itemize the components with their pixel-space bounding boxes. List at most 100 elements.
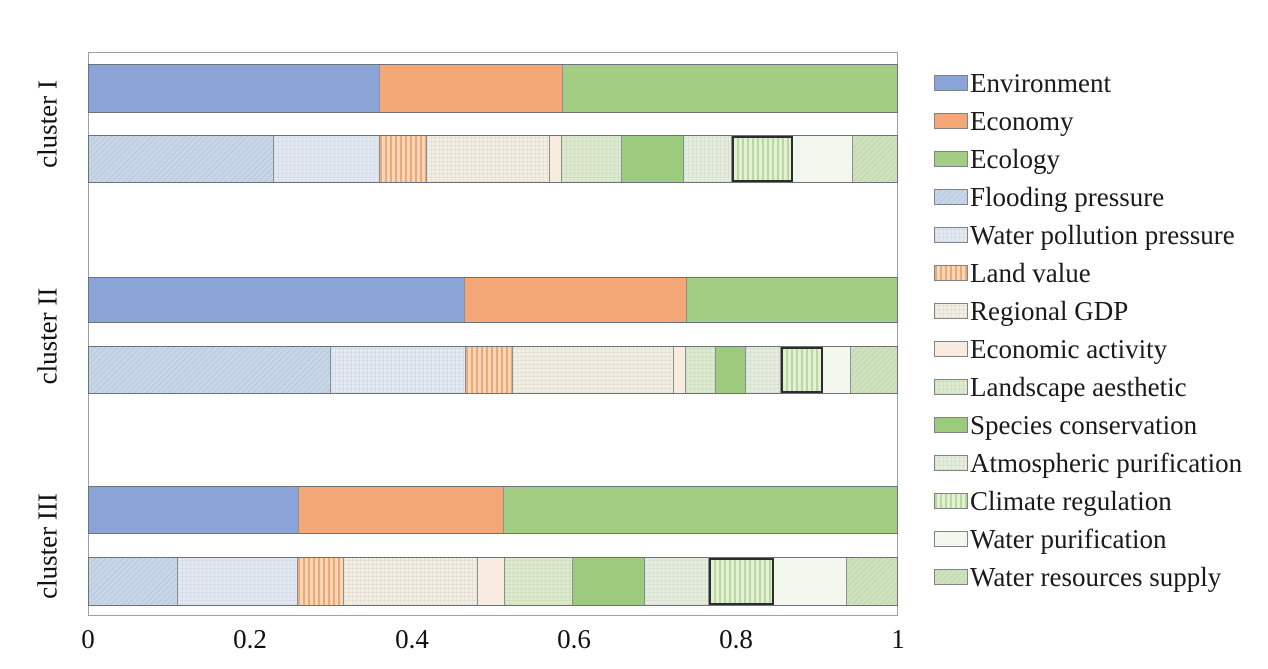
legend-label: Water purification	[970, 523, 1167, 554]
segment-water-purification	[792, 136, 854, 182]
legend-swatch-icon	[934, 341, 968, 357]
segment-water-resources-supply	[853, 136, 897, 182]
legend-item-environment: Environment	[934, 64, 1242, 102]
bar-row-0-dimension	[88, 64, 898, 113]
segment-water-pollution-pressure	[274, 136, 380, 182]
segment-economy	[464, 278, 687, 322]
segment-ecology	[503, 487, 897, 533]
segment-ecology	[686, 278, 897, 322]
segment-water-pollution-pressure	[177, 558, 299, 605]
segment-climate-regulation	[781, 347, 823, 393]
legend-item-species-conservation: Species conservation	[934, 406, 1242, 444]
segment-climate-regulation	[732, 136, 793, 182]
segment-landscape-aesthetic	[505, 558, 573, 605]
segment-regional-gdp	[343, 558, 479, 605]
x-tick-label: 0.2	[233, 624, 267, 654]
bar-row-1-dimension	[88, 277, 898, 323]
segment-ecology	[563, 65, 897, 112]
segment-economic-activity	[673, 347, 687, 393]
legend-swatch-icon	[934, 303, 968, 319]
segment-atmospheric-purification	[644, 558, 709, 605]
legend-swatch-icon	[934, 455, 968, 471]
segment-land-value	[466, 347, 514, 393]
legend-label: Water resources supply	[970, 561, 1222, 592]
legend-label: Water pollution pressure	[970, 219, 1235, 250]
legend-swatch-icon	[934, 379, 968, 395]
plot-area	[88, 52, 898, 616]
legend-label: Flooding pressure	[970, 181, 1165, 212]
segment-economic-activity	[549, 136, 563, 182]
legend-item-landscape-aesthetic: Landscape aesthetic	[934, 368, 1242, 406]
legend-item-water-pollution-pressure: Water pollution pressure	[934, 216, 1242, 254]
legend-swatch-icon	[934, 189, 968, 205]
segment-water-pollution-pressure	[330, 347, 467, 393]
segment-regional-gdp	[426, 136, 550, 182]
legend-swatch-icon	[934, 227, 968, 243]
legend-swatch-icon	[934, 75, 968, 91]
legend-swatch-icon	[934, 265, 968, 281]
legend-swatch-icon	[934, 113, 968, 129]
legend-label: Atmospheric purification	[970, 447, 1243, 478]
segment-water-purification	[822, 347, 851, 393]
segment-species-conservation	[715, 347, 746, 393]
legend-item-climate-regulation: Climate regulation	[934, 482, 1242, 520]
x-tick-label: 0	[81, 624, 95, 654]
bar-row-1-indicator	[88, 346, 898, 394]
segment-climate-regulation	[708, 558, 775, 605]
legend-label: Climate regulation	[970, 485, 1172, 516]
y-axis-label-cluster-2: cluster II	[32, 287, 63, 385]
x-tick-label: 0.8	[719, 624, 753, 654]
legend-item-water-purification: Water purification	[934, 520, 1242, 558]
segment-flooding-pressure	[89, 136, 275, 182]
legend-item-flooding-pressure: Flooding pressure	[934, 178, 1242, 216]
x-tick-label: 0.6	[557, 624, 591, 654]
legend-swatch-icon	[934, 493, 968, 509]
segment-landscape-aesthetic	[686, 347, 716, 393]
y-axis-label-cluster-1: cluster I	[32, 80, 63, 168]
legend-swatch-icon	[934, 417, 968, 433]
x-tick-label: 1	[891, 624, 905, 654]
segment-water-resources-supply	[846, 558, 897, 605]
legend-swatch-icon	[934, 569, 968, 585]
legend-item-water-resources-supply: Water resources supply	[934, 558, 1242, 596]
segment-land-value	[298, 558, 344, 605]
legend-item-regional-gdp: Regional GDP	[934, 292, 1242, 330]
legend-label: Landscape aesthetic	[970, 371, 1187, 402]
legend-swatch-icon	[934, 151, 968, 167]
y-axis-label-cluster-3: cluster III	[32, 493, 63, 599]
segment-water-purification	[774, 558, 847, 605]
segment-land-value	[379, 136, 427, 182]
segment-environment	[89, 487, 300, 533]
legend: Environment Economy Ecology Flooding pressu…	[934, 64, 1242, 596]
segment-economic-activity	[478, 558, 506, 605]
segment-environment	[89, 65, 380, 112]
segment-atmospheric-purification	[745, 347, 782, 393]
legend-label: Economic activity	[970, 333, 1168, 364]
segment-species-conservation	[622, 136, 685, 182]
segment-environment	[89, 278, 465, 322]
legend-label: Environment	[970, 67, 1111, 98]
segment-atmospheric-purification	[684, 136, 733, 182]
bar-row-0-indicator	[88, 135, 898, 183]
segment-water-resources-supply	[850, 347, 897, 393]
x-tick-label: 0.4	[395, 624, 429, 654]
legend-item-economy: Economy	[934, 102, 1242, 140]
legend-item-atmospheric-purification: Atmospheric purification	[934, 444, 1242, 482]
legend-item-ecology: Ecology	[934, 140, 1242, 178]
segment-species-conservation	[572, 558, 645, 605]
legend-label: Species conservation	[970, 409, 1198, 440]
legend-label: Land value	[970, 257, 1091, 288]
segment-flooding-pressure	[89, 347, 331, 393]
legend-label: Economy	[970, 105, 1074, 136]
segment-economy	[299, 487, 504, 533]
segment-economy	[379, 65, 564, 112]
legend-label: Regional GDP	[970, 295, 1129, 326]
legend-swatch-icon	[934, 531, 968, 547]
legend-item-economic-activity: Economic activity	[934, 330, 1242, 368]
segment-regional-gdp	[513, 347, 674, 393]
bar-row-2-dimension	[88, 486, 898, 534]
legend-item-land-value: Land value	[934, 254, 1242, 292]
legend-label: Ecology	[970, 143, 1060, 174]
segment-flooding-pressure	[89, 558, 178, 605]
